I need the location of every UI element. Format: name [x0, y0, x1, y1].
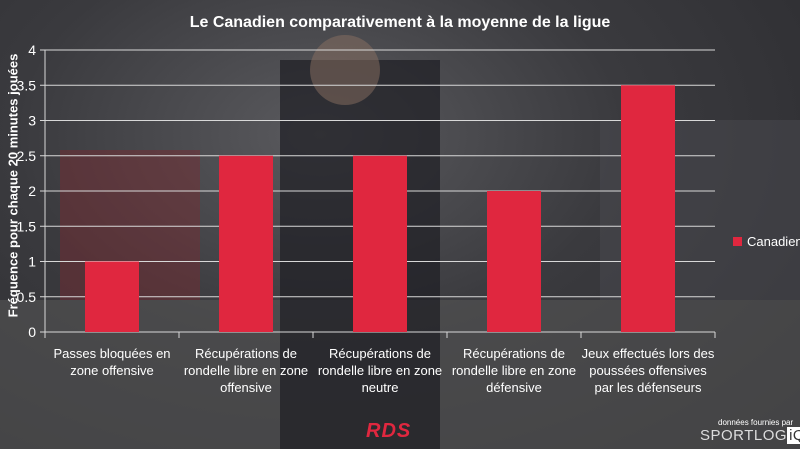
bar: [219, 155, 273, 332]
sportlogiq-logo: SPORTLOG iQ: [700, 427, 800, 444]
y-tick-label: 0.5: [17, 289, 37, 305]
bar: [487, 191, 541, 332]
rds-logo: RDS: [366, 420, 412, 442]
brand-text: SPORTLOG: [700, 427, 788, 444]
y-tick-label: 3.5: [17, 77, 37, 93]
bar: [353, 155, 407, 332]
y-tick-label: 3: [28, 113, 36, 129]
y-tick-label: 1: [28, 254, 36, 270]
chart-title: Le Canadien comparativement à la moyenne…: [189, 14, 611, 31]
legend-label: Canadien: [747, 234, 800, 249]
y-tick-label: 0: [28, 324, 36, 340]
bar: [85, 261, 139, 332]
brand-box: iQ: [787, 427, 800, 444]
bar: [621, 85, 675, 332]
y-tick-label: 1.5: [17, 218, 37, 234]
data-credit: données fournies par: [718, 418, 794, 427]
x-tick-label: Récupérations de rondelle libre en zone …: [183, 346, 309, 395]
x-tick-label: Jeux effectués lors des poussées offensi…: [581, 346, 715, 395]
y-tick-label: 2: [28, 183, 36, 199]
y-tick-label: 4: [28, 42, 36, 58]
x-tick-label: Passes bloquées en zone offensive: [53, 346, 171, 378]
x-tick-label: Récupérations de rondelle libre en zone …: [451, 346, 577, 395]
legend: Canadien: [733, 234, 800, 249]
y-tick-label: 2.5: [17, 148, 37, 164]
legend-swatch: [733, 237, 742, 246]
x-tick-label: Récupérations de rondelle libre en zone …: [317, 346, 443, 395]
